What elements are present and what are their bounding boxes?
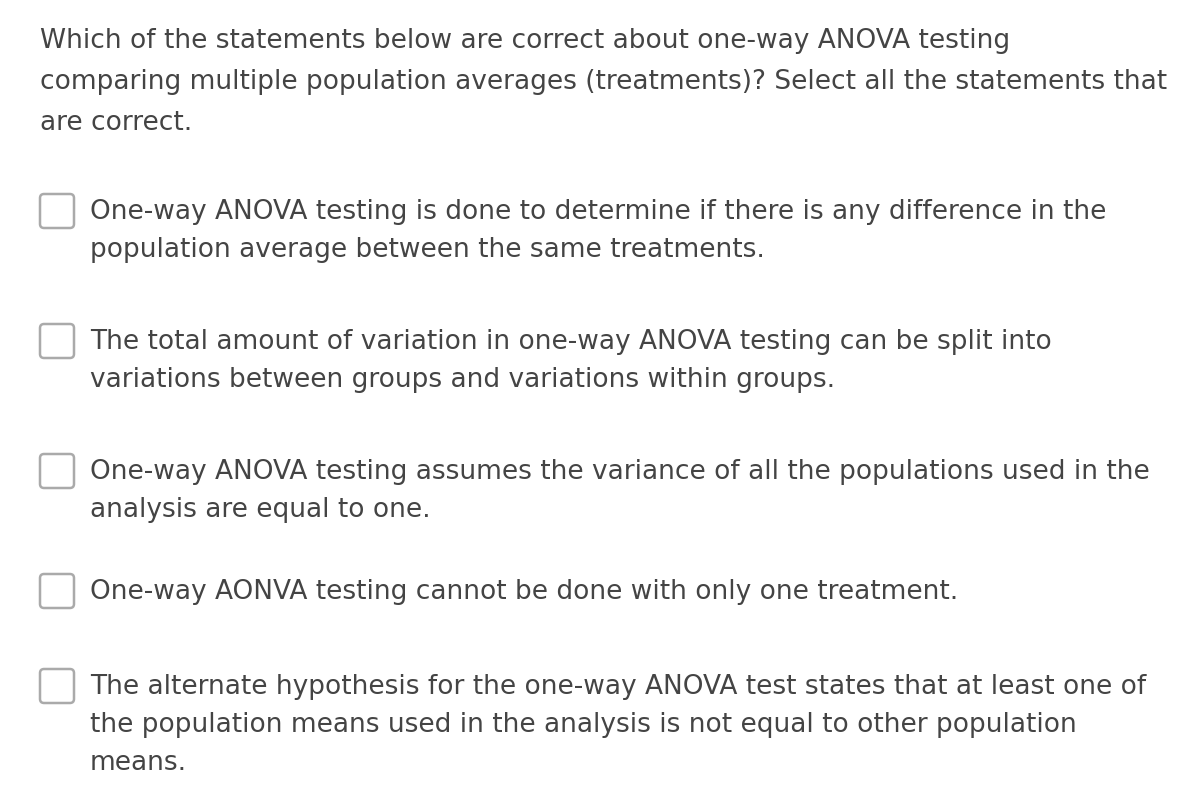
FancyBboxPatch shape (40, 454, 74, 488)
Text: One-way ANOVA testing assumes the variance of all the populations used in the
an: One-way ANOVA testing assumes the varian… (90, 458, 1150, 522)
FancyBboxPatch shape (40, 324, 74, 358)
FancyBboxPatch shape (40, 195, 74, 229)
Text: Which of the statements below are correct about one-way ANOVA testing
comparing : Which of the statements below are correc… (40, 28, 1168, 135)
FancyBboxPatch shape (40, 669, 74, 703)
FancyBboxPatch shape (40, 574, 74, 608)
Text: The alternate hypothesis for the one-way ANOVA test states that at least one of
: The alternate hypothesis for the one-way… (90, 673, 1146, 775)
Text: One-way AONVA testing cannot be done with only one treatment.: One-way AONVA testing cannot be done wit… (90, 578, 959, 604)
Text: One-way ANOVA testing is done to determine if there is any difference in the
pop: One-way ANOVA testing is done to determi… (90, 199, 1106, 263)
Text: The total amount of variation in one-way ANOVA testing can be split into
variati: The total amount of variation in one-way… (90, 328, 1051, 393)
